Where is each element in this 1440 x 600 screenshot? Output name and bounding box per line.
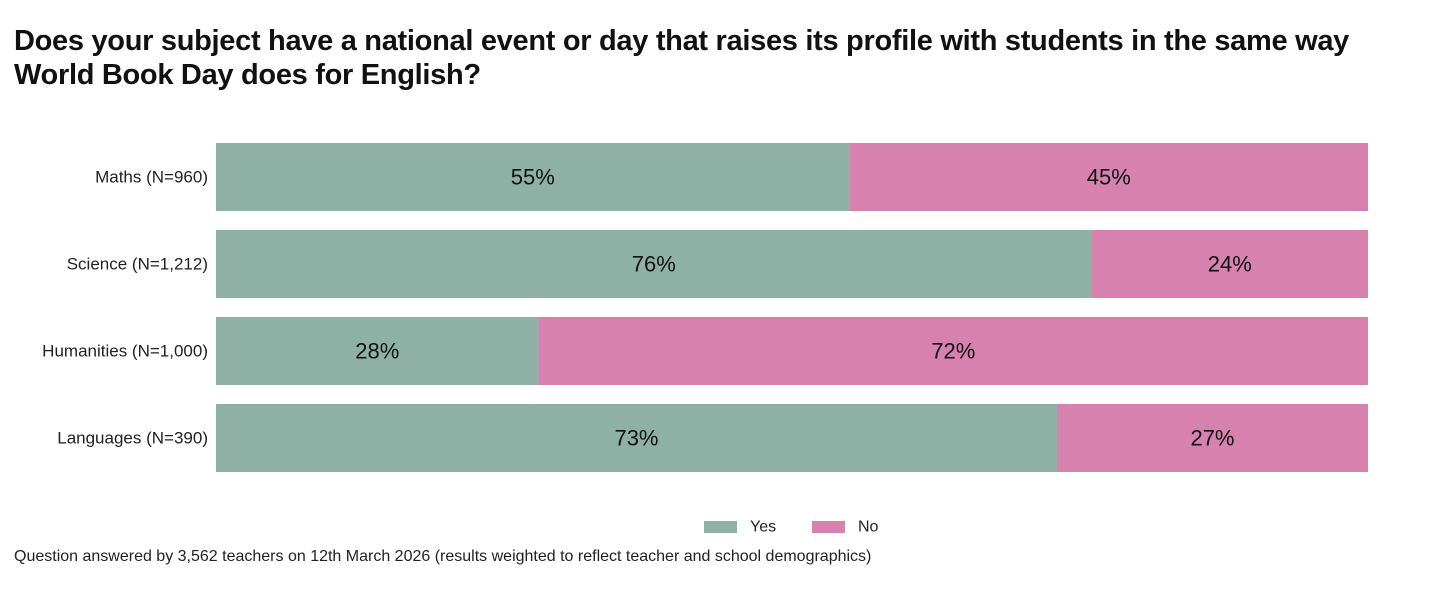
legend-label-yes: Yes: [750, 519, 776, 536]
data-label: 24%: [1208, 252, 1252, 277]
data-label: 55%: [511, 165, 555, 190]
bar-yes: [216, 230, 1092, 298]
value-labels-group: 55% 45% 76% 24% 28% 72% 73% 27%: [355, 165, 1252, 451]
data-label: 28%: [355, 339, 399, 364]
bars-group: [216, 143, 1368, 472]
bar-yes: [216, 143, 850, 211]
legend: Yes No: [704, 519, 879, 536]
chart-title: Does your subject have a national event …: [14, 25, 1349, 91]
category-label: Languages (N=390): [57, 429, 208, 448]
category-label: Humanities (N=1,000): [42, 342, 208, 361]
legend-label-no: No: [858, 519, 879, 536]
bar-no: [849, 143, 1368, 211]
bar-no: [538, 317, 1368, 385]
category-labels-group: Maths (N=960) Science (N=1,212) Humanities…: [42, 168, 208, 448]
bar-yes: [216, 317, 539, 385]
category-label: Science (N=1,212): [67, 255, 208, 274]
legend-swatch-no: [812, 521, 845, 533]
bar-no: [1056, 404, 1368, 472]
bar-yes: [216, 404, 1057, 472]
data-label: 72%: [931, 339, 975, 364]
data-label: 76%: [632, 252, 676, 277]
data-label: 45%: [1087, 165, 1131, 190]
data-label: 73%: [614, 426, 658, 451]
footnote: Question answered by 3,562 teachers on 1…: [14, 548, 872, 565]
category-label: Maths (N=960): [95, 168, 208, 187]
legend-swatch-yes: [704, 521, 737, 533]
data-label: 27%: [1190, 426, 1234, 451]
bar-no: [1091, 230, 1368, 298]
